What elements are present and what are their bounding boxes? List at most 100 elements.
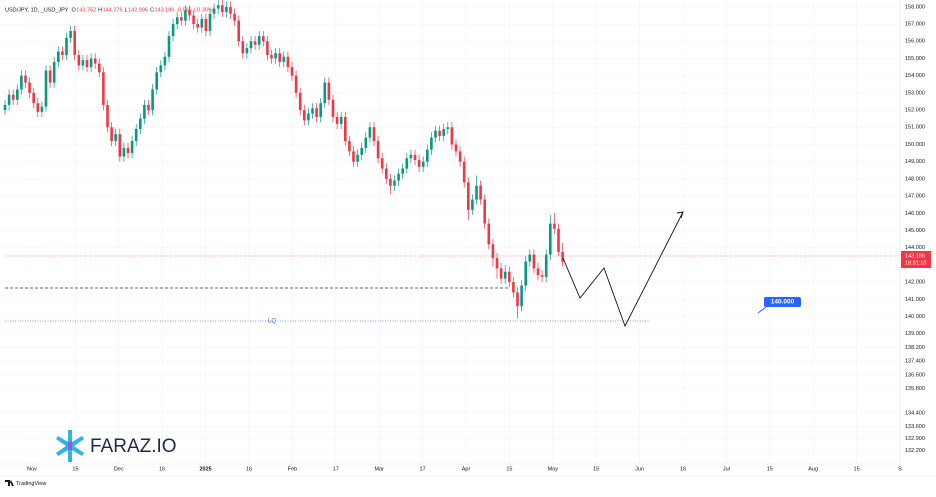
candle-body: [352, 151, 355, 162]
candle-body: [200, 18, 204, 28]
candle-body: [417, 159, 421, 167]
candle-body: [311, 108, 314, 114]
candle-body: [376, 141, 380, 159]
legend-key: O: [71, 7, 76, 13]
candle-body: [188, 10, 191, 16]
candle-body: [401, 168, 404, 174]
price-tag-countdown: 18:31:10: [905, 260, 926, 266]
candle-body: [327, 82, 331, 100]
candle-body: [475, 185, 478, 200]
candle-body: [344, 116, 347, 142]
candle-body: [233, 13, 236, 21]
y-tick-label: 142.000: [905, 280, 925, 286]
y-tick-label: 155.000: [905, 56, 925, 62]
candle-body: [139, 118, 142, 130]
x-tick-label: 17: [333, 466, 339, 472]
candle-body: [32, 92, 35, 104]
candle-body: [180, 17, 183, 21]
candle-body: [11, 94, 15, 100]
candle-body: [323, 82, 327, 104]
target-label: 140.000: [771, 299, 795, 306]
x-tick-label: Jul: [723, 466, 730, 472]
candle-body: [151, 89, 154, 111]
tv-icon: [5, 480, 14, 486]
axes: 158.000 157.000 156.000 155.000 154.000 153.0…: [27, 4, 925, 472]
candle-body: [524, 261, 527, 286]
candle-body: [335, 116, 339, 124]
candle-body: [540, 275, 544, 277]
x-tick-label: 15: [767, 466, 773, 472]
candle-body: [7, 94, 11, 105]
candle-body: [270, 55, 273, 59]
candle-body: [532, 254, 536, 269]
candle-body: [61, 51, 64, 56]
candle-body: [208, 13, 212, 31]
y-tick-label: 149.000: [905, 159, 925, 165]
candle-body: [167, 36, 171, 57]
candle-body: [44, 70, 48, 107]
candle-body: [549, 223, 552, 255]
footer-brand: TradingView: [16, 481, 46, 487]
y-tick-label: 132.900: [905, 436, 925, 442]
candle-body: [372, 127, 376, 142]
legend-value: 143.752: [76, 7, 96, 13]
candle-body: [421, 161, 425, 167]
x-tick-label: 15: [593, 466, 599, 472]
candle-body: [331, 99, 335, 117]
candle-body: [467, 182, 470, 210]
candle-body: [520, 285, 523, 307]
y-tick-label: 133.600: [905, 424, 925, 430]
candle-body: [397, 173, 400, 181]
candle-body: [413, 154, 417, 160]
price-tag-value: 143.186: [905, 253, 925, 259]
candle-body: [294, 75, 298, 93]
y-tick-label: 156.000: [905, 39, 925, 45]
candle-body: [409, 154, 413, 159]
y-tick-label: 152.000: [905, 108, 925, 114]
x-tick-label: Mar: [374, 466, 384, 472]
candle-body: [430, 137, 433, 150]
target-box: [764, 297, 801, 307]
candle-body: [495, 258, 499, 269]
y-tick-label: 150.000: [905, 142, 925, 148]
candle-body: [98, 63, 101, 73]
candle-body: [257, 36, 261, 45]
candle-body: [561, 251, 564, 262]
candle-body: [389, 178, 392, 186]
y-tick-label: 136.600: [905, 372, 925, 378]
candle-body: [487, 223, 491, 245]
candle-body: [221, 5, 224, 13]
legend: USD/JPY, 1D, _USD_JPY O 143.752 H 144.276 L 14…: [5, 7, 215, 13]
y-tick-label: 147.000: [905, 194, 925, 200]
candle-body: [89, 58, 93, 68]
x-tick-label: 16: [246, 466, 252, 472]
y-tick-label: 153.000: [905, 90, 925, 96]
candle-body: [454, 144, 458, 152]
candle-body: [319, 103, 322, 117]
candle-body: [426, 149, 429, 162]
candle-body: [479, 185, 482, 200]
candle-body: [393, 180, 396, 186]
candle-body: [20, 75, 23, 90]
candle-body: [40, 106, 44, 112]
x-tick-label: Jun: [635, 466, 644, 472]
candle-body: [483, 199, 486, 224]
x-tick-label: S: [898, 466, 902, 472]
y-tick-label: 146.000: [905, 211, 925, 217]
candle-body: [237, 20, 240, 42]
grid: [0, 0, 901, 464]
candle-body: [225, 6, 228, 13]
candle-body: [499, 268, 503, 279]
candle-body: [536, 268, 540, 276]
candle-body: [122, 147, 126, 157]
candle-body: [512, 282, 515, 293]
candle-body: [130, 141, 134, 154]
candle-body: [516, 292, 519, 307]
candle-body: [85, 60, 89, 68]
candle-body: [315, 108, 318, 117]
candle-body: [356, 154, 359, 162]
candle-body: [471, 199, 474, 210]
projection-path: [562, 211, 684, 328]
candle-body: [16, 89, 19, 100]
